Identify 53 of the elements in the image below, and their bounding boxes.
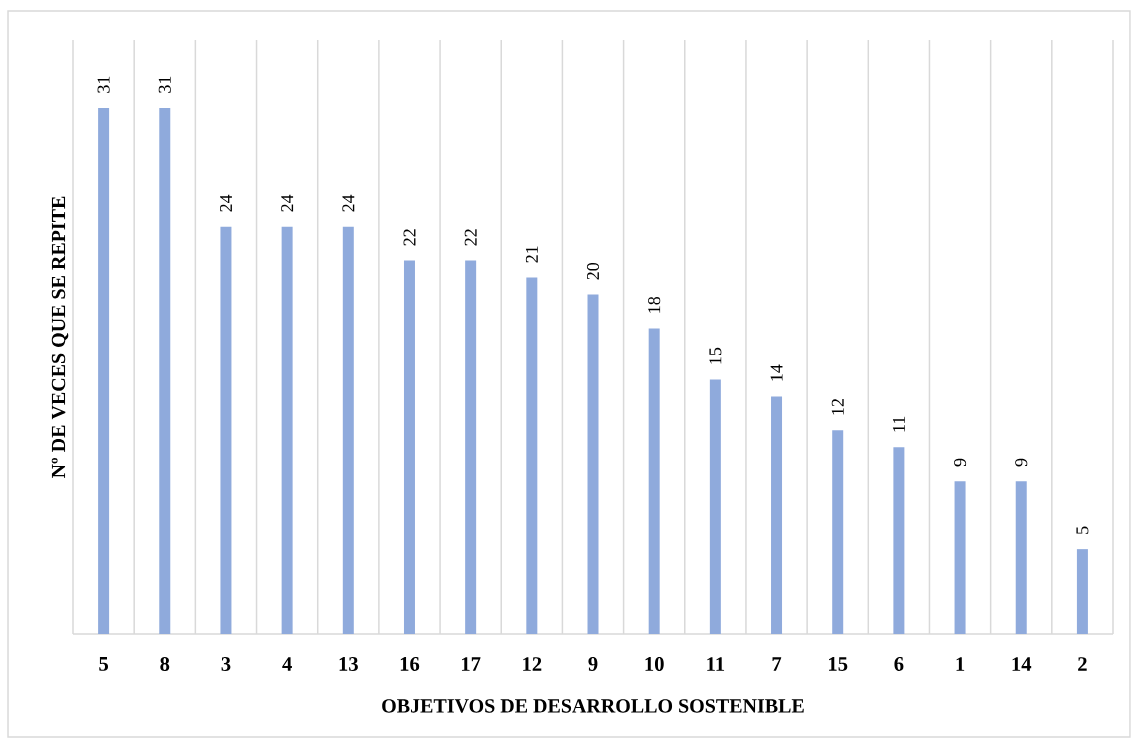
bar <box>1015 481 1027 634</box>
data-label: 20 <box>586 262 600 280</box>
x-tick-label: 2 <box>1078 657 1087 671</box>
bar <box>1076 549 1088 634</box>
bar <box>220 226 232 634</box>
bar <box>281 226 293 634</box>
x-tick-label: 5 <box>99 657 109 671</box>
data-label: 24 <box>342 194 355 212</box>
bar <box>771 396 783 634</box>
bar <box>587 294 599 634</box>
data-label: 9 <box>1015 458 1028 467</box>
x-tick-label: 15 <box>829 657 848 671</box>
x-tick-label: 8 <box>160 657 170 671</box>
x-tick-label: 9 <box>588 657 598 671</box>
x-tick-label: 11 <box>707 657 725 671</box>
x-axis-title: OBJETIVOS DE DESARROLLO SOSTENIBLE <box>382 699 804 713</box>
data-label: 31 <box>97 76 110 93</box>
x-tick-label: 10 <box>645 657 664 671</box>
bar <box>893 447 905 634</box>
data-label: 14 <box>770 364 783 381</box>
data-label: 9 <box>954 458 967 467</box>
data-label: 22 <box>464 229 477 246</box>
data-label: 12 <box>831 399 844 415</box>
data-label: 15 <box>709 347 722 364</box>
x-tick-label: 12 <box>523 657 542 671</box>
bar <box>832 430 844 634</box>
data-label: 5 <box>1076 526 1089 534</box>
bar <box>954 481 966 634</box>
bar <box>98 107 110 634</box>
data-label: 24 <box>219 194 232 212</box>
bar <box>526 277 538 634</box>
x-tick-label: 16 <box>400 657 420 671</box>
x-tick-label: 3 <box>221 657 231 671</box>
data-label: 31 <box>158 76 171 93</box>
x-tick-label: 1 <box>956 657 965 671</box>
data-label: 21 <box>525 246 538 263</box>
y-axis-title: Nº DE VECES QUE SE REPITE <box>51 196 69 479</box>
data-label: 24 <box>281 194 294 212</box>
x-tick-label: 13 <box>339 657 358 671</box>
x-tick-label: 14 <box>1012 657 1032 671</box>
bar <box>159 107 171 634</box>
data-label: 11 <box>892 416 905 432</box>
x-tick-label: 7 <box>772 657 782 671</box>
x-tick-label: 4 <box>282 657 292 671</box>
bar <box>709 379 721 634</box>
bar <box>465 260 477 634</box>
data-label: 18 <box>648 296 661 313</box>
x-tick-label: 6 <box>894 657 904 671</box>
bar <box>648 328 660 634</box>
bar <box>342 226 354 634</box>
x-tick-label: 17 <box>461 657 481 671</box>
bar <box>403 260 415 634</box>
data-label: 22 <box>403 229 416 246</box>
